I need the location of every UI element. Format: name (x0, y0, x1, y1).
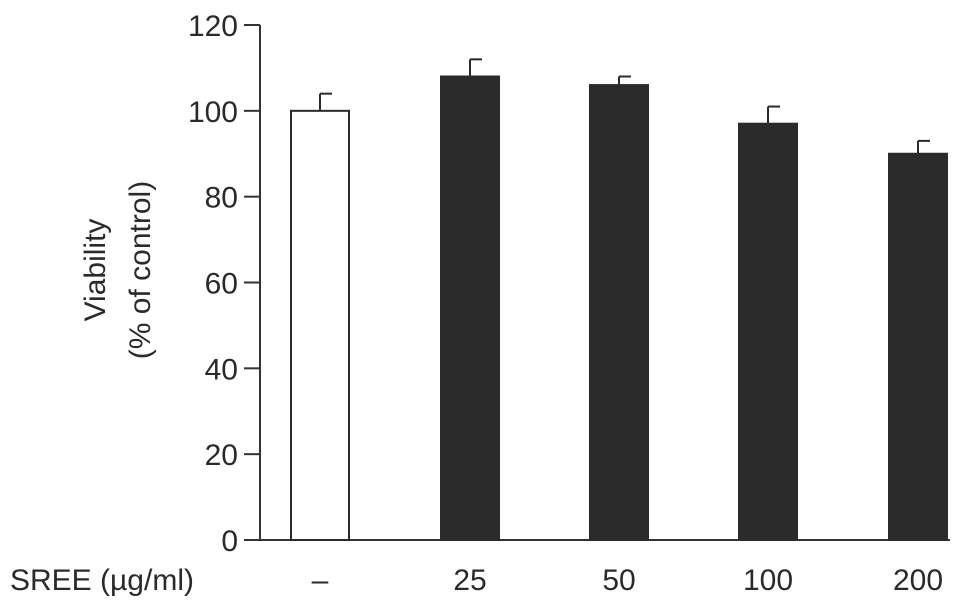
bar-4 (888, 152, 948, 541)
y-axis-title-line2: (% of control) (124, 181, 157, 359)
y-tick-label: 40 (205, 353, 238, 386)
x-tick-label-4: 200 (893, 564, 943, 597)
bar-0 (290, 109, 350, 541)
y-tick-label: 20 (205, 439, 238, 472)
y-tick-label: 0 (221, 525, 238, 558)
bars (290, 75, 948, 541)
y-tick-label: 80 (205, 182, 238, 215)
bar-3 (738, 122, 798, 541)
error-bars (319, 58, 930, 154)
x-axis-title: SREE (µg/ml) (10, 564, 194, 597)
y-tick-label: 120 (188, 10, 238, 43)
y-axis: 0 20 40 60 80 100 120 (188, 10, 950, 558)
bar-2 (589, 84, 649, 541)
y-tick-label: 60 (205, 268, 238, 301)
y-tick-label: 100 (188, 96, 238, 129)
bar-1 (440, 75, 500, 541)
x-tick-label-2: 50 (602, 564, 635, 597)
x-tick-label-1: 25 (453, 564, 486, 597)
x-tick-labels: – 25 50 100 200 (312, 564, 943, 597)
y-axis-title-line1: Viability (79, 219, 112, 322)
x-tick-label-3: 100 (743, 564, 793, 597)
x-tick-label-0: – (312, 564, 329, 597)
